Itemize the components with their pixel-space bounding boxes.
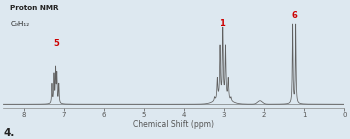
Text: 5: 5 [54,39,60,48]
Text: 6: 6 [291,11,297,20]
Text: 1: 1 [219,19,225,28]
Text: C₉H₁₂: C₉H₁₂ [10,21,29,27]
Text: 4.: 4. [4,128,15,138]
X-axis label: Chemical Shift (ppm): Chemical Shift (ppm) [133,120,214,129]
Text: Proton NMR: Proton NMR [10,5,59,11]
